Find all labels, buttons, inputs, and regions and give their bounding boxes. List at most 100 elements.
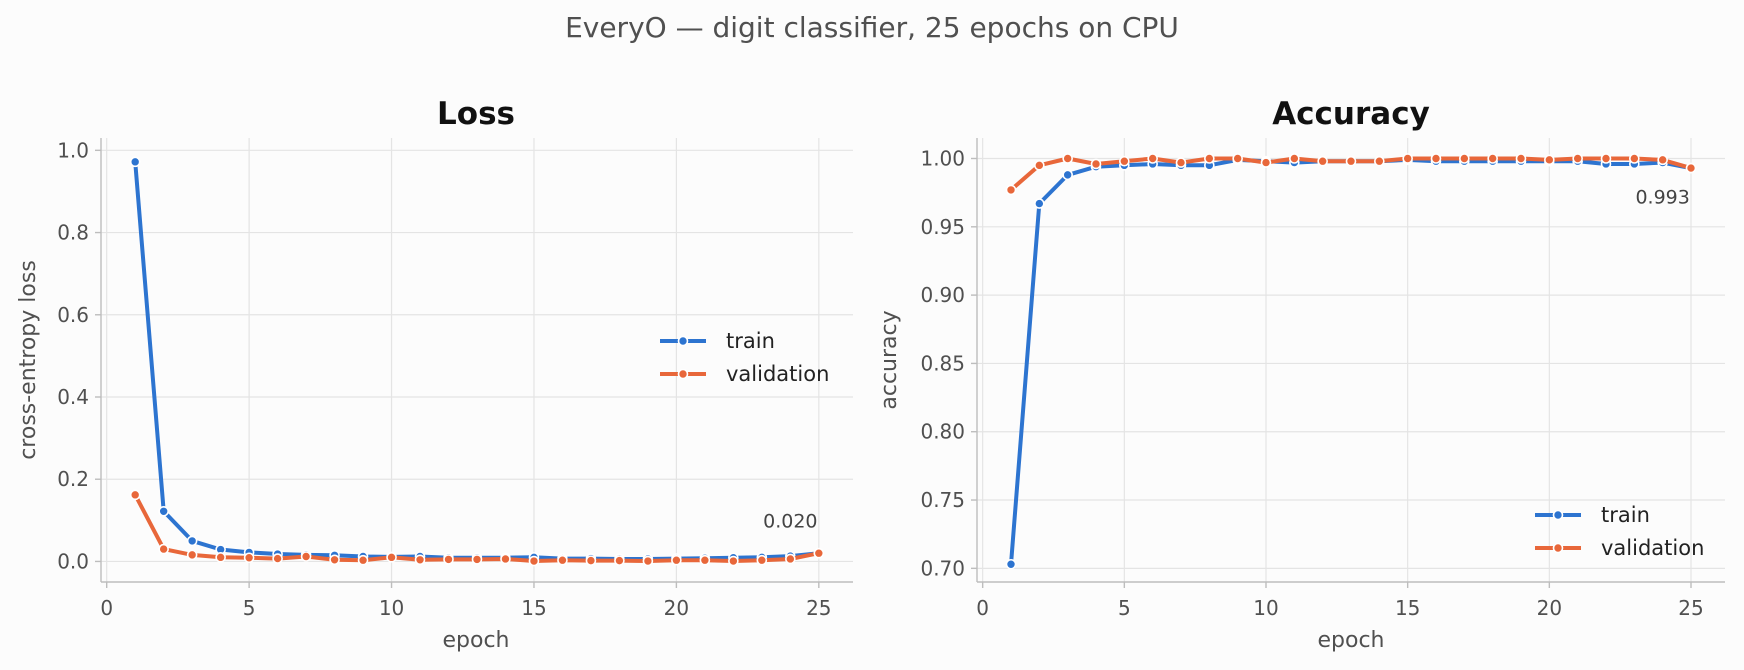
loss-chart-train-line — [133, 159, 821, 561]
accuracy-chart-y-tick-label: 0.85 — [920, 351, 965, 375]
loss-chart: Loss epoch cross-entropy loss 0.020 0 5 10… — [16, 96, 853, 653]
accuracy-chart-xlabel: epoch — [1318, 628, 1385, 653]
loss-chart-validation-point — [642, 555, 654, 567]
loss-chart-y-tick-label: 1.0 — [57, 138, 89, 162]
loss-chart-xlabel: epoch — [443, 628, 510, 653]
accuracy-chart-x-tick-label: 10 — [1253, 596, 1278, 620]
accuracy-chart-y-tick-label: 0.90 — [920, 283, 965, 307]
loss-chart-legend-marker-train — [677, 335, 689, 347]
loss-chart-validation-point — [186, 549, 198, 561]
loss-chart-x-tick-label: 15 — [521, 596, 546, 620]
accuracy-chart-y-tick-label: 0.95 — [920, 215, 965, 239]
loss-chart-y-tick-label: 0.8 — [57, 221, 89, 245]
loss-chart-validation-point — [585, 555, 597, 566]
loss-chart-validation-point — [386, 552, 397, 563]
accuracy-chart-y-tick-label: 0.75 — [920, 488, 965, 512]
accuracy-chart-validation-point — [1345, 155, 1357, 167]
loss-chart-grid — [101, 138, 853, 582]
accuracy-chart-validation-point — [1515, 153, 1527, 164]
accuracy-chart-validation-point — [1090, 158, 1102, 170]
accuracy-chart-legend: train validation — [1535, 503, 1704, 560]
accuracy-chart-validation-point — [1600, 153, 1612, 164]
accuracy-chart-validation-point — [1204, 153, 1215, 164]
loss-chart-validation-point — [158, 543, 169, 555]
loss-chart-x-tick-label: 20 — [664, 596, 689, 620]
accuracy-chart-x-tick-label: 15 — [1395, 596, 1420, 620]
accuracy-chart-validation-point — [1175, 157, 1187, 168]
accuracy-chart-ylabel: accuracy — [877, 310, 902, 409]
figure-suptitle: EveryO — digit classifier, 25 epochs on … — [565, 11, 1179, 44]
loss-chart-y-tick-label: 0.2 — [57, 467, 89, 491]
loss-chart-ylabel: cross-entropy loss — [16, 260, 41, 460]
accuracy-chart-grid — [977, 138, 1725, 582]
accuracy-chart-train-point — [1062, 169, 1073, 181]
loss-chart-y-tick-label: 0.4 — [57, 385, 89, 409]
loss-chart-validation-point — [471, 554, 483, 565]
loss-chart-y-tick-label: 0.6 — [57, 303, 89, 327]
loss-chart-validation-point — [129, 489, 141, 501]
loss-chart-x-tick-label: 25 — [806, 596, 831, 620]
accuracy-chart-final-value-annotation: 0.993 — [1635, 187, 1689, 209]
accuracy-chart-series-validation — [1005, 153, 1697, 196]
accuracy-chart-validation-point — [1317, 155, 1328, 167]
accuracy-chart-validation-point — [1430, 153, 1442, 164]
loss-chart-validation-point — [357, 554, 369, 566]
loss-chart-legend-marker-validation — [677, 368, 689, 380]
accuracy-chart-validation-point — [1629, 153, 1640, 164]
accuracy-chart-train-point — [1034, 198, 1045, 209]
accuracy-chart-validation-point — [1232, 153, 1243, 164]
accuracy-chart-validation-point — [1374, 155, 1385, 167]
accuracy-chart-validation-point — [1260, 157, 1272, 168]
loss-chart-validation-point — [671, 554, 682, 566]
loss-chart-validation-point — [414, 554, 426, 566]
accuracy-chart-validation-point — [1685, 162, 1697, 174]
accuracy-chart-validation-point — [1487, 153, 1498, 164]
loss-chart-validation-point — [728, 555, 739, 567]
accuracy-chart-validation-point — [1289, 153, 1300, 164]
accuracy-chart-series-train — [1005, 154, 1697, 570]
accuracy-chart-validation-point — [1657, 154, 1668, 166]
loss-chart-legend-label-validation: validation — [726, 362, 829, 386]
accuracy-chart-train-point — [1005, 558, 1017, 570]
loss-chart-x-tick-label: 0 — [100, 596, 113, 620]
loss-chart-x-tick-label: 10 — [379, 596, 404, 620]
loss-chart-train-point — [129, 156, 141, 168]
accuracy-chart-x-tick-label: 0 — [976, 596, 989, 620]
loss-chart-validation-point — [329, 554, 340, 566]
accuracy-chart-x-tick-label: 20 — [1537, 596, 1562, 620]
accuracy-chart: Accuracy epoch accuracy 0.993 0 5 10 15 20 25… — [877, 96, 1725, 653]
loss-chart-validation-point — [813, 547, 825, 559]
loss-chart-train-point — [158, 505, 169, 517]
loss-chart-validation-point — [300, 551, 312, 562]
loss-chart-x-tick-label: 5 — [243, 596, 256, 620]
accuracy-chart-legend-label-train: train — [1601, 503, 1650, 527]
accuracy-chart-title: Accuracy — [1272, 96, 1430, 132]
accuracy-chart-legend-marker-validation — [1552, 542, 1564, 554]
loss-chart-series-train — [129, 156, 825, 565]
loss-chart-legend: train validation — [660, 329, 829, 386]
accuracy-chart-x-tick-label: 5 — [1118, 596, 1131, 620]
accuracy-chart-validation-point — [1005, 184, 1017, 196]
accuracy-chart-validation-point — [1402, 153, 1413, 164]
loss-chart-validation-point — [699, 554, 711, 566]
loss-chart-validation-point — [215, 552, 226, 563]
accuracy-chart-x-tick-label: 25 — [1678, 596, 1703, 620]
accuracy-chart-train-line — [1009, 157, 1693, 567]
loss-chart-legend-label-train: train — [726, 329, 775, 353]
loss-chart-validation-point — [443, 554, 454, 565]
loss-chart-validation-point — [528, 555, 540, 567]
loss-chart-validation-point — [243, 552, 255, 564]
accuracy-chart-validation-point — [1119, 155, 1130, 167]
loss-chart-validation-point — [614, 555, 625, 566]
loss-chart-final-value-annotation: 0.020 — [763, 510, 817, 532]
loss-chart-validation-point — [272, 553, 283, 564]
accuracy-chart-legend-label-validation: validation — [1601, 536, 1704, 560]
accuracy-chart-y-tick-label: 0.70 — [920, 556, 965, 580]
loss-chart-validation-point — [500, 553, 511, 565]
accuracy-chart-y-tick-label: 1.00 — [920, 146, 965, 170]
accuracy-chart-validation-point — [1459, 153, 1470, 164]
loss-chart-validation-point — [756, 554, 768, 566]
loss-chart-title: Loss — [437, 96, 515, 132]
accuracy-chart-validation-point — [1062, 153, 1073, 164]
